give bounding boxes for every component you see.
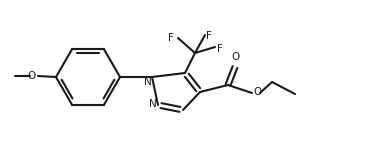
Text: O: O bbox=[232, 52, 240, 62]
Text: N: N bbox=[144, 77, 152, 87]
Text: N: N bbox=[149, 99, 157, 109]
Text: F: F bbox=[206, 31, 212, 41]
Text: F: F bbox=[217, 44, 223, 54]
Text: O: O bbox=[253, 87, 261, 97]
Text: O: O bbox=[28, 71, 36, 81]
Text: F: F bbox=[168, 33, 174, 43]
